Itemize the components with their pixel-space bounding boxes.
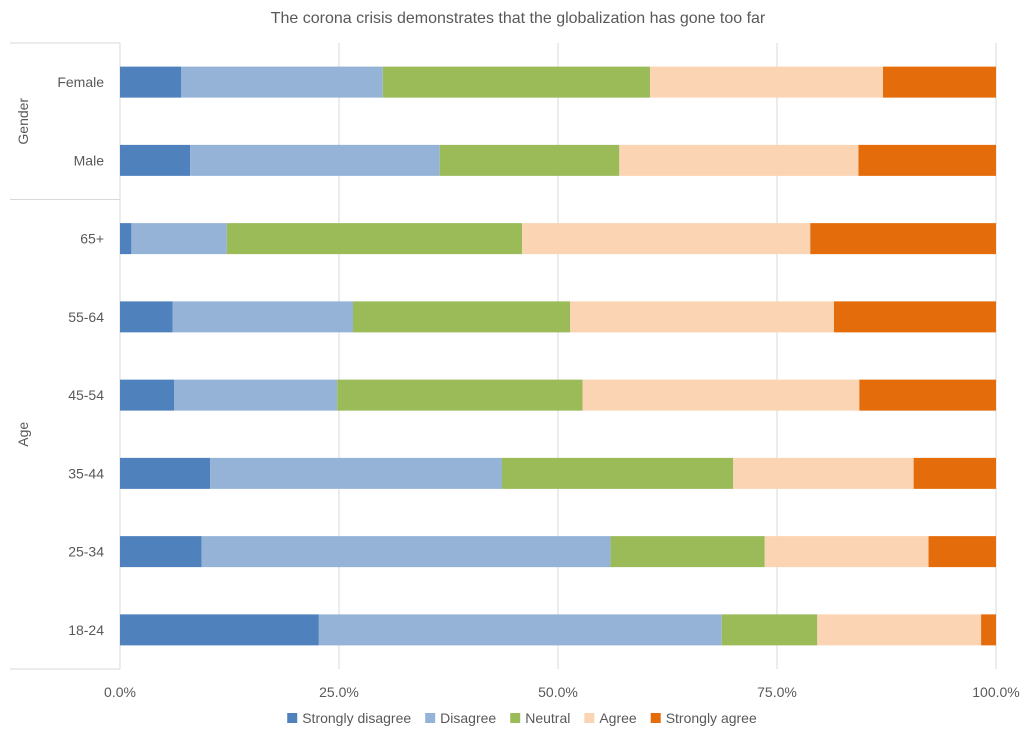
bar-segment: [721, 614, 818, 646]
category-label: 25-34: [68, 544, 104, 560]
bar-segment: [810, 223, 996, 255]
bar-segment: [174, 379, 338, 411]
bar-segment: [522, 223, 811, 255]
legend-label: Neutral: [525, 710, 570, 726]
bar-segment: [120, 536, 202, 568]
legend-swatch: [425, 713, 436, 723]
legend-swatch: [650, 713, 661, 723]
bar-segment: [928, 536, 996, 568]
category-label: 55-64: [68, 309, 104, 325]
legend-label: Strongly agree: [666, 710, 757, 726]
category-labels: Female Male 65+ 55-64 45-54 35-44 25-34 18-24: [57, 74, 104, 638]
bar-segment: [501, 457, 734, 489]
category-label: Female: [57, 74, 104, 90]
bar-segment: [570, 301, 834, 333]
legend-swatch: [510, 713, 521, 723]
x-tick-label: 25.0%: [319, 684, 359, 700]
bar-segment: [882, 66, 996, 98]
bars: [120, 66, 996, 646]
group-label: Gender: [15, 98, 31, 145]
legend-label: Strongly disagree: [302, 710, 411, 726]
bar-segment: [858, 144, 996, 176]
bar-segment: [226, 223, 523, 255]
group-label: Age: [15, 422, 31, 447]
bar-segment: [172, 301, 354, 333]
group-labels: Gender Age: [15, 98, 31, 447]
bar-segment: [981, 614, 996, 646]
bar-segment: [764, 536, 929, 568]
category-label: 45-54: [68, 387, 104, 403]
category-label: 18-24: [68, 622, 104, 638]
bar-segment: [353, 301, 571, 333]
bar-segment: [582, 379, 860, 411]
bar-segment: [913, 457, 996, 489]
bar-segment: [120, 457, 211, 489]
bar-segment: [201, 536, 611, 568]
bar-segment: [382, 66, 650, 98]
bar-segment: [120, 144, 191, 176]
gridlines: [338, 43, 997, 669]
bar-segment: [817, 614, 982, 646]
bar-segment: [120, 379, 175, 411]
bar-segment: [859, 379, 996, 411]
x-tick-label: 75.0%: [757, 684, 797, 700]
bar-segment: [649, 66, 883, 98]
bar-segment: [120, 66, 182, 98]
bar-segment: [610, 536, 765, 568]
bar-segment: [120, 223, 132, 255]
bar-segment: [120, 614, 319, 646]
legend-swatch: [584, 713, 595, 723]
x-tick-label: 100.0%: [972, 684, 1019, 700]
x-tick-label: 50.0%: [538, 684, 578, 700]
x-tick-labels: 0.0% 25.0% 50.0% 75.0% 100.0%: [104, 684, 1020, 700]
legend-label: Disagree: [440, 710, 496, 726]
bar-segment: [337, 379, 583, 411]
category-label: 65+: [80, 231, 104, 247]
bar-segment: [318, 614, 722, 646]
legend-label: Agree: [599, 710, 637, 726]
bar-segment: [733, 457, 914, 489]
legend-swatch: [287, 713, 298, 723]
bar-segment: [131, 223, 227, 255]
bar-segment: [833, 301, 996, 333]
category-label: 35-44: [68, 465, 104, 481]
x-tick-label: 0.0%: [104, 684, 136, 700]
bar-segment: [190, 144, 440, 176]
category-label: Male: [74, 152, 105, 168]
chart-title: The corona crisis demonstrates that the …: [271, 10, 766, 27]
bar-segment: [181, 66, 383, 98]
bar-segment: [439, 144, 620, 176]
bar-segment: [619, 144, 859, 176]
bar-segment: [120, 301, 173, 333]
legend: Strongly disagree Disagree Neutral Agree Str…: [287, 710, 757, 726]
bar-segment: [210, 457, 502, 489]
